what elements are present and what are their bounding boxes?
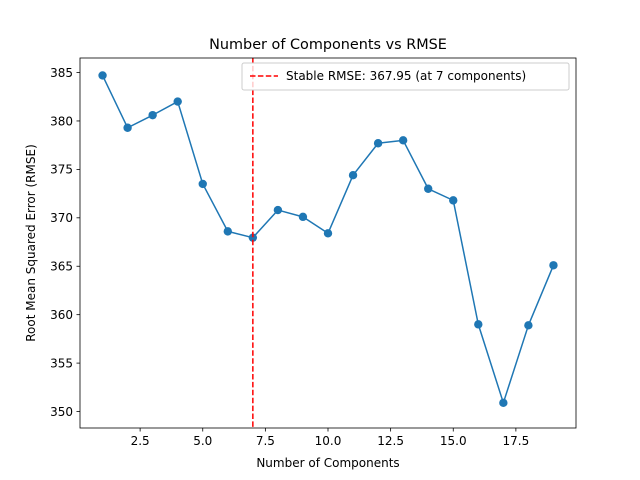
legend: Stable RMSE: 367.95 (at 7 components) bbox=[241, 62, 570, 91]
data-point bbox=[348, 171, 358, 180]
data-point bbox=[499, 398, 508, 408]
x-tick-label: 17.5 bbox=[503, 434, 530, 448]
x-tick-label: 12.5 bbox=[377, 434, 404, 448]
data-point bbox=[273, 205, 283, 215]
y-tick-label: 370 bbox=[50, 211, 73, 225]
legend-box bbox=[241, 62, 570, 91]
y-axis-ticks: 350 355 360 365 370 375 380 385 bbox=[50, 66, 80, 419]
data-point bbox=[549, 261, 558, 270]
data-point bbox=[248, 233, 258, 242]
data-point bbox=[223, 227, 232, 236]
data-point bbox=[298, 212, 308, 222]
data-point bbox=[424, 184, 433, 193]
x-tick-label: 15.0 bbox=[440, 434, 467, 448]
data-point bbox=[373, 139, 383, 148]
data-point bbox=[474, 320, 483, 329]
data-point bbox=[173, 97, 182, 106]
y-tick-label: 360 bbox=[50, 308, 73, 322]
y-tick-label: 365 bbox=[50, 260, 73, 274]
data-point bbox=[398, 136, 408, 145]
x-axis-label: Number of Components bbox=[256, 456, 399, 470]
x-axis-ticks: 2.5 5.0 7.5 10.0 12.5 15.0 17.5 bbox=[131, 428, 530, 448]
y-tick-label: 380 bbox=[50, 114, 73, 128]
data-point bbox=[123, 123, 132, 132]
x-tick-label: 10.0 bbox=[315, 434, 342, 448]
legend-label: Stable RMSE: 367.95 (at 7 components) bbox=[286, 69, 526, 83]
x-tick-label: 7.5 bbox=[256, 434, 275, 448]
y-tick-label: 355 bbox=[50, 356, 73, 370]
plot-content bbox=[98, 58, 558, 428]
data-point bbox=[449, 196, 458, 205]
data-point bbox=[98, 71, 107, 80]
data-point bbox=[198, 179, 207, 189]
data-point bbox=[148, 110, 157, 120]
chart-title: Number of Components vs RMSE bbox=[209, 37, 447, 53]
x-tick-label: 2.5 bbox=[131, 434, 150, 448]
y-tick-label: 375 bbox=[50, 163, 73, 177]
y-axis-label: Root Mean Squared Error (RMSE) bbox=[24, 144, 38, 342]
y-tick-label: 350 bbox=[50, 405, 73, 419]
data-point bbox=[323, 229, 333, 238]
y-tick-label: 385 bbox=[50, 66, 73, 80]
x-tick-label: 5.0 bbox=[193, 434, 212, 448]
data-point bbox=[524, 321, 533, 330]
